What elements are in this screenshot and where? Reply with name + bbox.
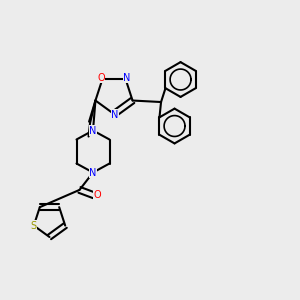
Text: N: N (123, 73, 130, 83)
Text: O: O (94, 190, 101, 200)
Text: O: O (97, 73, 105, 83)
Text: N: N (111, 110, 118, 120)
Text: N: N (89, 125, 97, 136)
Text: S: S (31, 220, 37, 231)
Text: N: N (89, 167, 97, 178)
